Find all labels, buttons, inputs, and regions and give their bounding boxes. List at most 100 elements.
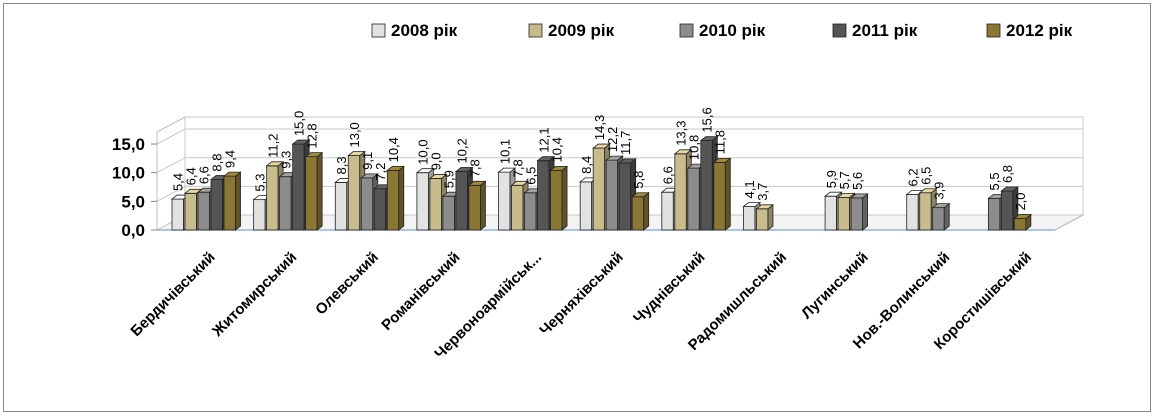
bar-top [592,143,611,149]
data-label: 9,1 [360,152,375,170]
data-label: 5,9 [824,170,839,188]
bar-top [454,167,474,172]
bar-front [592,147,606,231]
x-tick-label: Черняхівський [536,249,626,339]
data-label: 8,3 [334,156,349,174]
bar-top [836,192,856,198]
data-label: 12,2 [605,127,620,152]
bar [631,191,650,231]
bar-top [386,166,405,171]
legend-label: 2012 рік [1006,21,1073,40]
bar-front [743,206,756,231]
data-label: 7,8 [468,159,483,177]
bar [386,165,405,231]
bar-top [673,149,693,155]
data-label: 3,7 [755,183,770,201]
bar-side [943,202,950,231]
data-label: 11,8 [713,130,728,154]
data-label: 6,6 [661,166,676,184]
chart-data-labels: 5,46,46,68,89,45,311,29,315,012,88,313,0… [171,107,1028,210]
bar-front [579,181,593,231]
data-label: 14,3 [592,115,607,140]
bar-front [334,182,348,231]
bar-front [756,208,769,231]
y-tick-label: 15,0 [112,135,145,154]
bar-front [171,198,184,231]
bar-front [1000,190,1014,231]
bar-top [823,191,843,197]
data-label: 2,0 [1013,192,1028,210]
bar-top [497,167,517,173]
bar [1013,213,1033,231]
bar-side [235,171,241,231]
bar-front [919,192,932,231]
bar-top [1000,186,1020,192]
bar-top [510,180,530,186]
bar-front [266,165,279,231]
bar-front [455,171,468,231]
legend-swatch [371,23,386,38]
bar-front [305,156,318,231]
bar [931,202,951,231]
bar-side [480,180,486,231]
data-label: 5,9 [442,170,457,188]
data-label: 5,8 [631,171,646,189]
data-label: 15,0 [291,111,306,136]
data-label: 3,9 [931,182,946,200]
data-label: 10,4 [386,137,401,162]
bar-front [416,172,429,231]
legend-label: 2011 рік [852,21,918,40]
data-label: 15,6 [700,107,715,132]
bar-front [360,177,374,231]
bar-top [222,171,242,177]
bar [467,180,487,231]
floor-right-edge [1054,214,1084,231]
bar-side [862,193,868,231]
bar-top [931,203,951,209]
bar-front [442,195,455,231]
bar-front [618,162,632,231]
bar-top [849,193,869,199]
data-label: 8,4 [579,156,594,174]
bar-front [511,184,524,231]
bar-front [429,178,442,231]
bar-side [398,165,405,231]
x-tick-label: Бердичівський [127,249,218,340]
data-label: 11,2 [265,133,280,157]
chart-bars [170,135,1033,231]
data-label: 13,0 [347,122,362,147]
x-tick-label: Романівський [378,249,463,334]
gridline-depth [156,185,186,202]
bar-top [918,188,938,194]
bar-top [618,158,637,164]
data-label: 9,4 [223,150,238,168]
legend-swatch [832,23,847,38]
data-label: 5,6 [850,172,865,190]
bar-top [742,202,762,207]
bar-top [415,168,435,174]
data-label: 10,4 [549,137,564,162]
y-tick-label: 0,0 [121,221,145,240]
x-tick-label: Житомирський [208,249,300,341]
bar-top [1013,214,1033,219]
bar-front [184,192,197,231]
data-label: 12,8 [304,123,319,148]
data-label: 11,7 [618,131,633,155]
bar-front [550,170,563,231]
bar-front [197,191,210,231]
data-label: 5,4 [171,173,186,191]
data-label: 10,1 [497,139,512,164]
bar-front [279,176,292,231]
data-label: 10,2 [455,138,470,163]
bar-top [428,174,448,179]
bar-front [537,160,550,231]
x-tick-label: Лугинський [798,249,871,322]
data-label: 5,7 [837,171,852,189]
bar-front [700,140,713,231]
data-label: 4,1 [742,180,757,198]
bar-top [265,161,285,167]
bar [849,193,869,231]
data-label: 6,5 [918,167,933,185]
